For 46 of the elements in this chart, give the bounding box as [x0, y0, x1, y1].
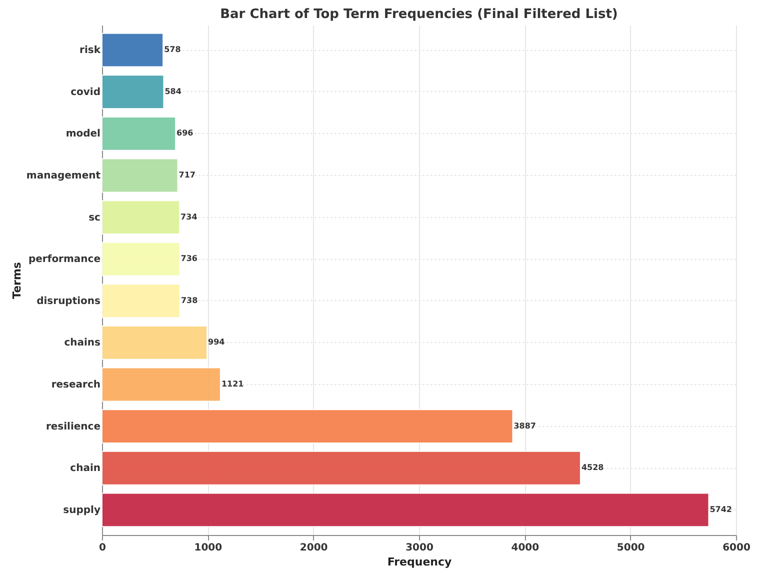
- x-tick-label: 3000: [406, 542, 434, 554]
- x-tick-label: 0: [99, 542, 106, 554]
- data-label: 578: [164, 45, 182, 54]
- x-axis-title: Frequency: [387, 556, 452, 568]
- bar: [102, 450, 581, 486]
- y-tick-label: supply: [63, 504, 101, 516]
- data-label: 736: [180, 254, 198, 264]
- data-label: 994: [208, 338, 226, 347]
- data-label: 1121: [221, 380, 244, 389]
- y-tick-label: disruptions: [36, 296, 101, 307]
- y-axis-title: Terms: [10, 262, 24, 299]
- bar: [102, 116, 176, 151]
- y-tick-label: sc: [88, 212, 101, 224]
- bar: [102, 32, 164, 68]
- data-label: 738: [180, 296, 198, 305]
- x-tick-label: 5000: [616, 542, 645, 554]
- bar: [102, 74, 164, 110]
- data-label: 696: [176, 128, 194, 138]
- y-tick-label: resilience: [46, 421, 101, 432]
- y-tick-label: performance: [28, 254, 101, 266]
- bar: [102, 200, 180, 235]
- chart-title: Bar Chart of Top Term Frequencies (Final Filtered List): [220, 7, 618, 22]
- bar: [102, 492, 710, 528]
- x-tick-label: 1000: [194, 542, 222, 554]
- bar: [102, 325, 208, 360]
- data-label: 5742: [710, 504, 732, 514]
- bar: [102, 409, 514, 444]
- bar: [102, 284, 180, 318]
- data-label: 584: [164, 86, 182, 96]
- data-label: 734: [180, 212, 198, 222]
- y-tick-label: chain: [70, 463, 100, 474]
- bar: [102, 367, 221, 402]
- y-tick-label: covid: [70, 86, 100, 98]
- x-tick-label: 2000: [300, 542, 328, 554]
- x-tick-label: 6000: [722, 542, 750, 554]
- y-tick-label: model: [66, 128, 100, 140]
- data-label: 717: [178, 170, 196, 180]
- data-label: 4528: [581, 463, 604, 472]
- data-label: 3887: [514, 421, 536, 430]
- y-tick-label: risk: [80, 45, 101, 56]
- y-tick-label: research: [51, 380, 100, 391]
- y-tick-label: management: [26, 170, 101, 182]
- x-tick-label: 4000: [511, 542, 540, 554]
- y-tick-label: chains: [64, 338, 101, 349]
- bar: [102, 158, 178, 193]
- bar: [102, 242, 180, 276]
